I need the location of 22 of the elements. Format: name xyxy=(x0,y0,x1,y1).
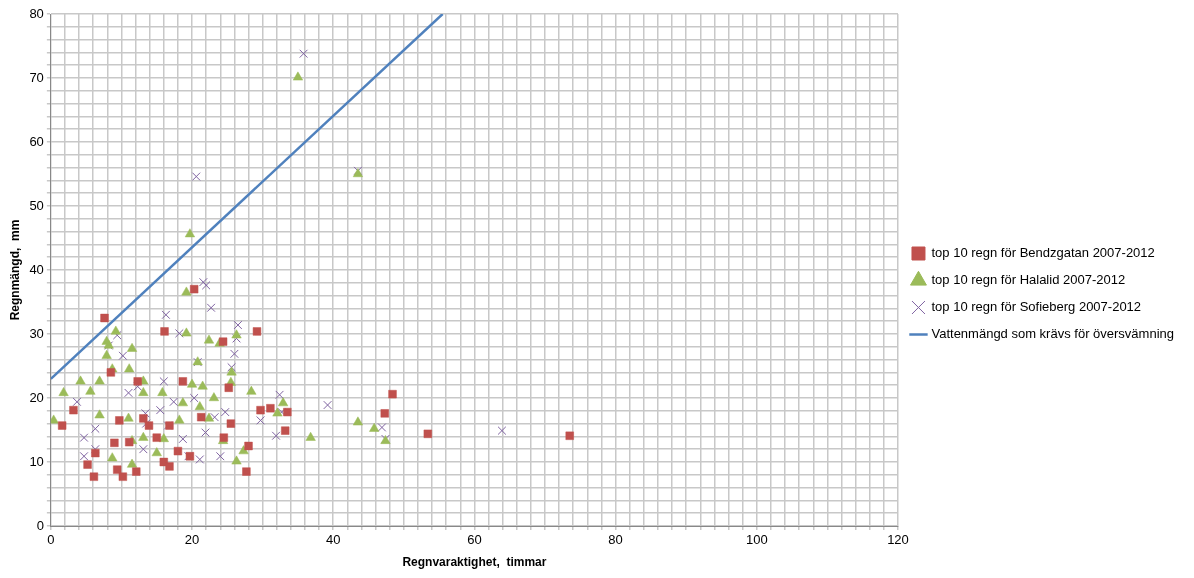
y-tick-label: 50 xyxy=(29,197,44,213)
y-tick-label: 10 xyxy=(29,453,44,469)
x-axis-title: Regnvaraktighet, timmar xyxy=(402,555,547,570)
y-tick-label: 60 xyxy=(29,133,44,149)
y-tick-label: 40 xyxy=(29,261,44,277)
y-axis-title: Regnmängd, mm xyxy=(7,219,22,321)
x-tick-label: 120 xyxy=(887,532,909,548)
x-tick-label: 80 xyxy=(608,532,623,548)
legend-label: top 10 regn för Sofieberg 2007-2012 xyxy=(931,299,1142,315)
legend-label: Vattenmängd som krävs för översvämning xyxy=(931,326,1174,342)
x-tick-label: 60 xyxy=(467,532,482,548)
y-tick-label: 30 xyxy=(29,325,44,341)
y-tick-label: 70 xyxy=(29,69,44,85)
legend-label: top 10 regn för Bendzgatan 2007-2012 xyxy=(931,245,1155,261)
y-tick-label: 80 xyxy=(29,5,44,21)
x-tick-label: 20 xyxy=(184,532,200,548)
x-tick-label: 0 xyxy=(47,532,55,548)
y-tick-label: 0 xyxy=(36,517,44,533)
x-tick-label: 40 xyxy=(326,532,341,548)
x-tick-label: 100 xyxy=(745,532,768,548)
y-tick-label: 20 xyxy=(29,389,44,405)
legend-label: top 10 regn för Halalid 2007-2012 xyxy=(931,272,1126,288)
